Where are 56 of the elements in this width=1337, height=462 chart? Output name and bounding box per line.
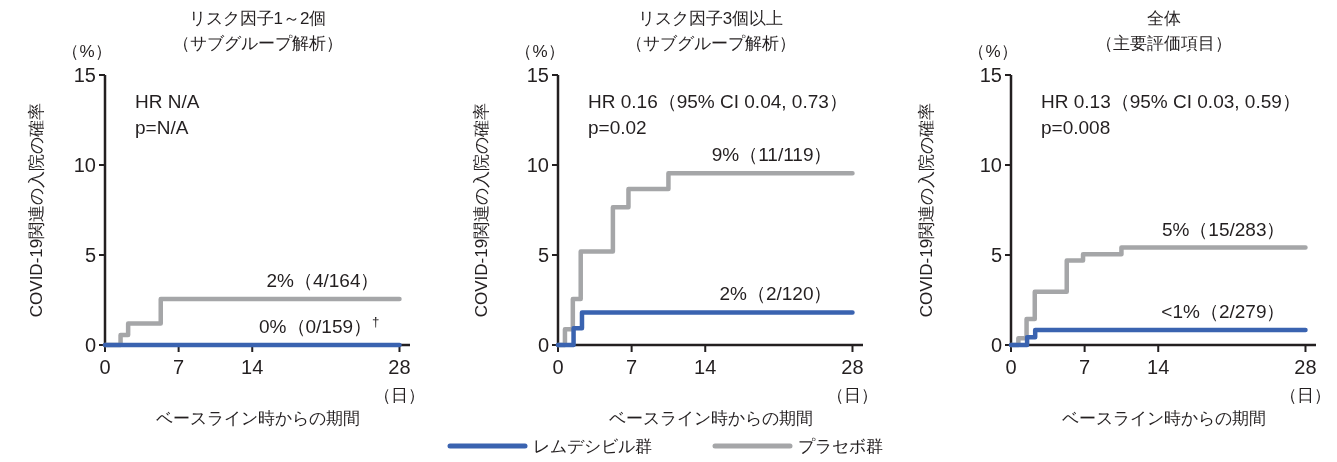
y-axis-title: COVID-19関連の入院の確率: [27, 102, 46, 318]
annotation: HR 0.13（95% CI 0.03, 0.59）: [1041, 91, 1301, 112]
y-tick-label: 15: [73, 64, 96, 86]
y-tick-label: 5: [84, 244, 96, 266]
chart-subtitle: （サブグループ解析）: [625, 34, 796, 53]
chart-title: 全体: [1146, 9, 1181, 28]
x-tick-label: 0: [1005, 356, 1017, 378]
y-tick-label: 10: [979, 154, 1002, 176]
x-axis-title: ベースライン時からの期間: [155, 409, 360, 428]
annotation: HR 0.16（95% CI 0.04, 0.73）: [588, 91, 848, 112]
y-tick-label: 10: [526, 154, 549, 176]
annotation: 2%（4/164）: [266, 270, 380, 292]
x-tick-label: 0: [99, 356, 111, 378]
x-axis-title: ベースライン時からの期間: [1061, 409, 1266, 428]
chart-subtitle: （主要評価項目）: [1095, 34, 1232, 53]
x-tick-label: 28: [388, 356, 411, 378]
annotation: 5%（15/283）: [1161, 218, 1286, 240]
x-axis-title: ベースライン時からの期間: [608, 409, 813, 428]
chart-title: リスク因子3個以上: [637, 9, 784, 28]
annotation: p=0.02: [588, 117, 647, 138]
text: （%）: [62, 42, 112, 61]
x-tick-label: 14: [1147, 356, 1170, 378]
y-tick-label: 5: [537, 244, 549, 266]
annotation: 2%（2/120）: [719, 283, 833, 305]
annotation: 0%（0/159）$^{†}$: [259, 313, 380, 337]
annotation: <1%（2/279）: [1161, 301, 1286, 323]
x-tick-label: 28: [1294, 356, 1317, 378]
x-tick-label: 7: [1079, 356, 1091, 378]
annotation: p=N/A: [135, 117, 189, 138]
text: （%）: [515, 42, 565, 61]
y-tick-label: 10: [73, 154, 96, 176]
text: （%）: [968, 42, 1018, 61]
y-tick-label: 0: [84, 334, 96, 356]
chart-subtitle: （サブグループ解析）: [172, 34, 343, 53]
x-tick-label: 14: [241, 356, 264, 378]
text: （日）: [1279, 386, 1331, 405]
legend-label: レムデシビル群: [533, 437, 652, 456]
annotation: HR N/A: [135, 91, 200, 112]
x-tick-label: 0: [552, 356, 564, 378]
y-tick-label: 0: [990, 334, 1002, 356]
x-tick-label: 14: [694, 356, 717, 378]
y-axis-title: COVID-19関連の入院の確率: [472, 102, 491, 318]
y-tick-label: 0: [537, 334, 549, 356]
chart-title: リスク因子1～2個: [188, 9, 327, 28]
legend-label: プラセボ群: [798, 437, 883, 456]
y-axis-title: COVID-19関連の入院の確率: [917, 102, 936, 318]
y-tick-label: 5: [990, 244, 1002, 266]
x-tick-label: 7: [173, 356, 185, 378]
x-tick-label: 7: [626, 356, 638, 378]
annotation: p=0.008: [1041, 117, 1111, 138]
annotation: 9%（11/119）: [711, 144, 833, 166]
y-tick-label: 15: [979, 64, 1002, 86]
text: （日）: [373, 386, 425, 405]
y-tick-label: 15: [526, 64, 549, 86]
x-tick-label: 28: [841, 356, 864, 378]
text: （日）: [826, 386, 878, 405]
